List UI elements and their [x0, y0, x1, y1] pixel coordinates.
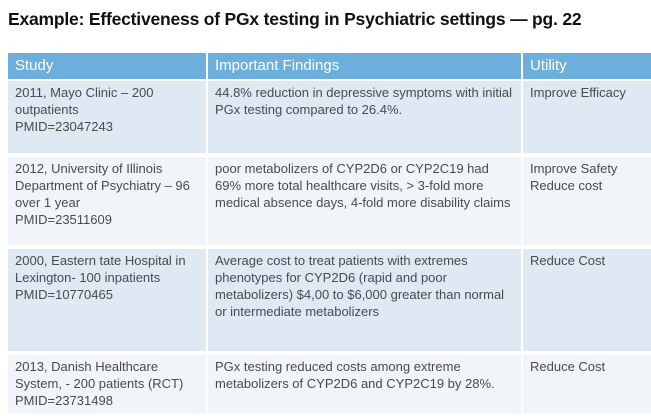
- column-header-utility: Utility: [523, 53, 651, 79]
- pgx-study-table: Study Important Findings Utility 2011, M…: [8, 53, 651, 416]
- findings-cell: PGx testing reduced costs among extreme …: [208, 355, 521, 413]
- column-header-important-findings: Important Findings: [208, 53, 521, 79]
- study-cell: 2011, Mayo Clinic – 200 outpatients PMID…: [8, 81, 206, 153]
- utility-cell: Reduce Cost: [523, 355, 651, 413]
- utility-cell: Reduce Cost: [523, 249, 651, 351]
- study-cell: 2000, Eastern tate Hospital in Lexington…: [8, 249, 206, 351]
- findings-cell: 44.8% reduction in depressive symptoms w…: [208, 81, 521, 153]
- findings-cell: Average cost to treat patients with extr…: [208, 249, 521, 351]
- utility-cell: Improve Safety Reduce cost: [523, 157, 651, 245]
- table-row: 2011, Mayo Clinic – 200 outpatients PMID…: [8, 81, 651, 153]
- table-body: 2011, Mayo Clinic – 200 outpatients PMID…: [8, 81, 651, 413]
- slide-page: Example: Effectiveness of PGx testing in…: [0, 9, 651, 416]
- page-title: Example: Effectiveness of PGx testing in…: [8, 9, 582, 29]
- table-header-row: Study Important Findings Utility: [8, 53, 651, 79]
- table-row: 2013, Danish Healthcare System, - 200 pa…: [8, 355, 651, 413]
- utility-cell: Improve Efficacy: [523, 81, 651, 153]
- findings-cell: poor metabolizers of CYP2D6 or CYP2C19 h…: [208, 157, 521, 245]
- column-header-study: Study: [8, 53, 206, 79]
- study-cell: 2013, Danish Healthcare System, - 200 pa…: [8, 355, 206, 413]
- table-row: 2012, University of Illinois Department …: [8, 157, 651, 245]
- study-cell: 2012, University of Illinois Department …: [8, 157, 206, 245]
- table-row: 2000, Eastern tate Hospital in Lexington…: [8, 249, 651, 351]
